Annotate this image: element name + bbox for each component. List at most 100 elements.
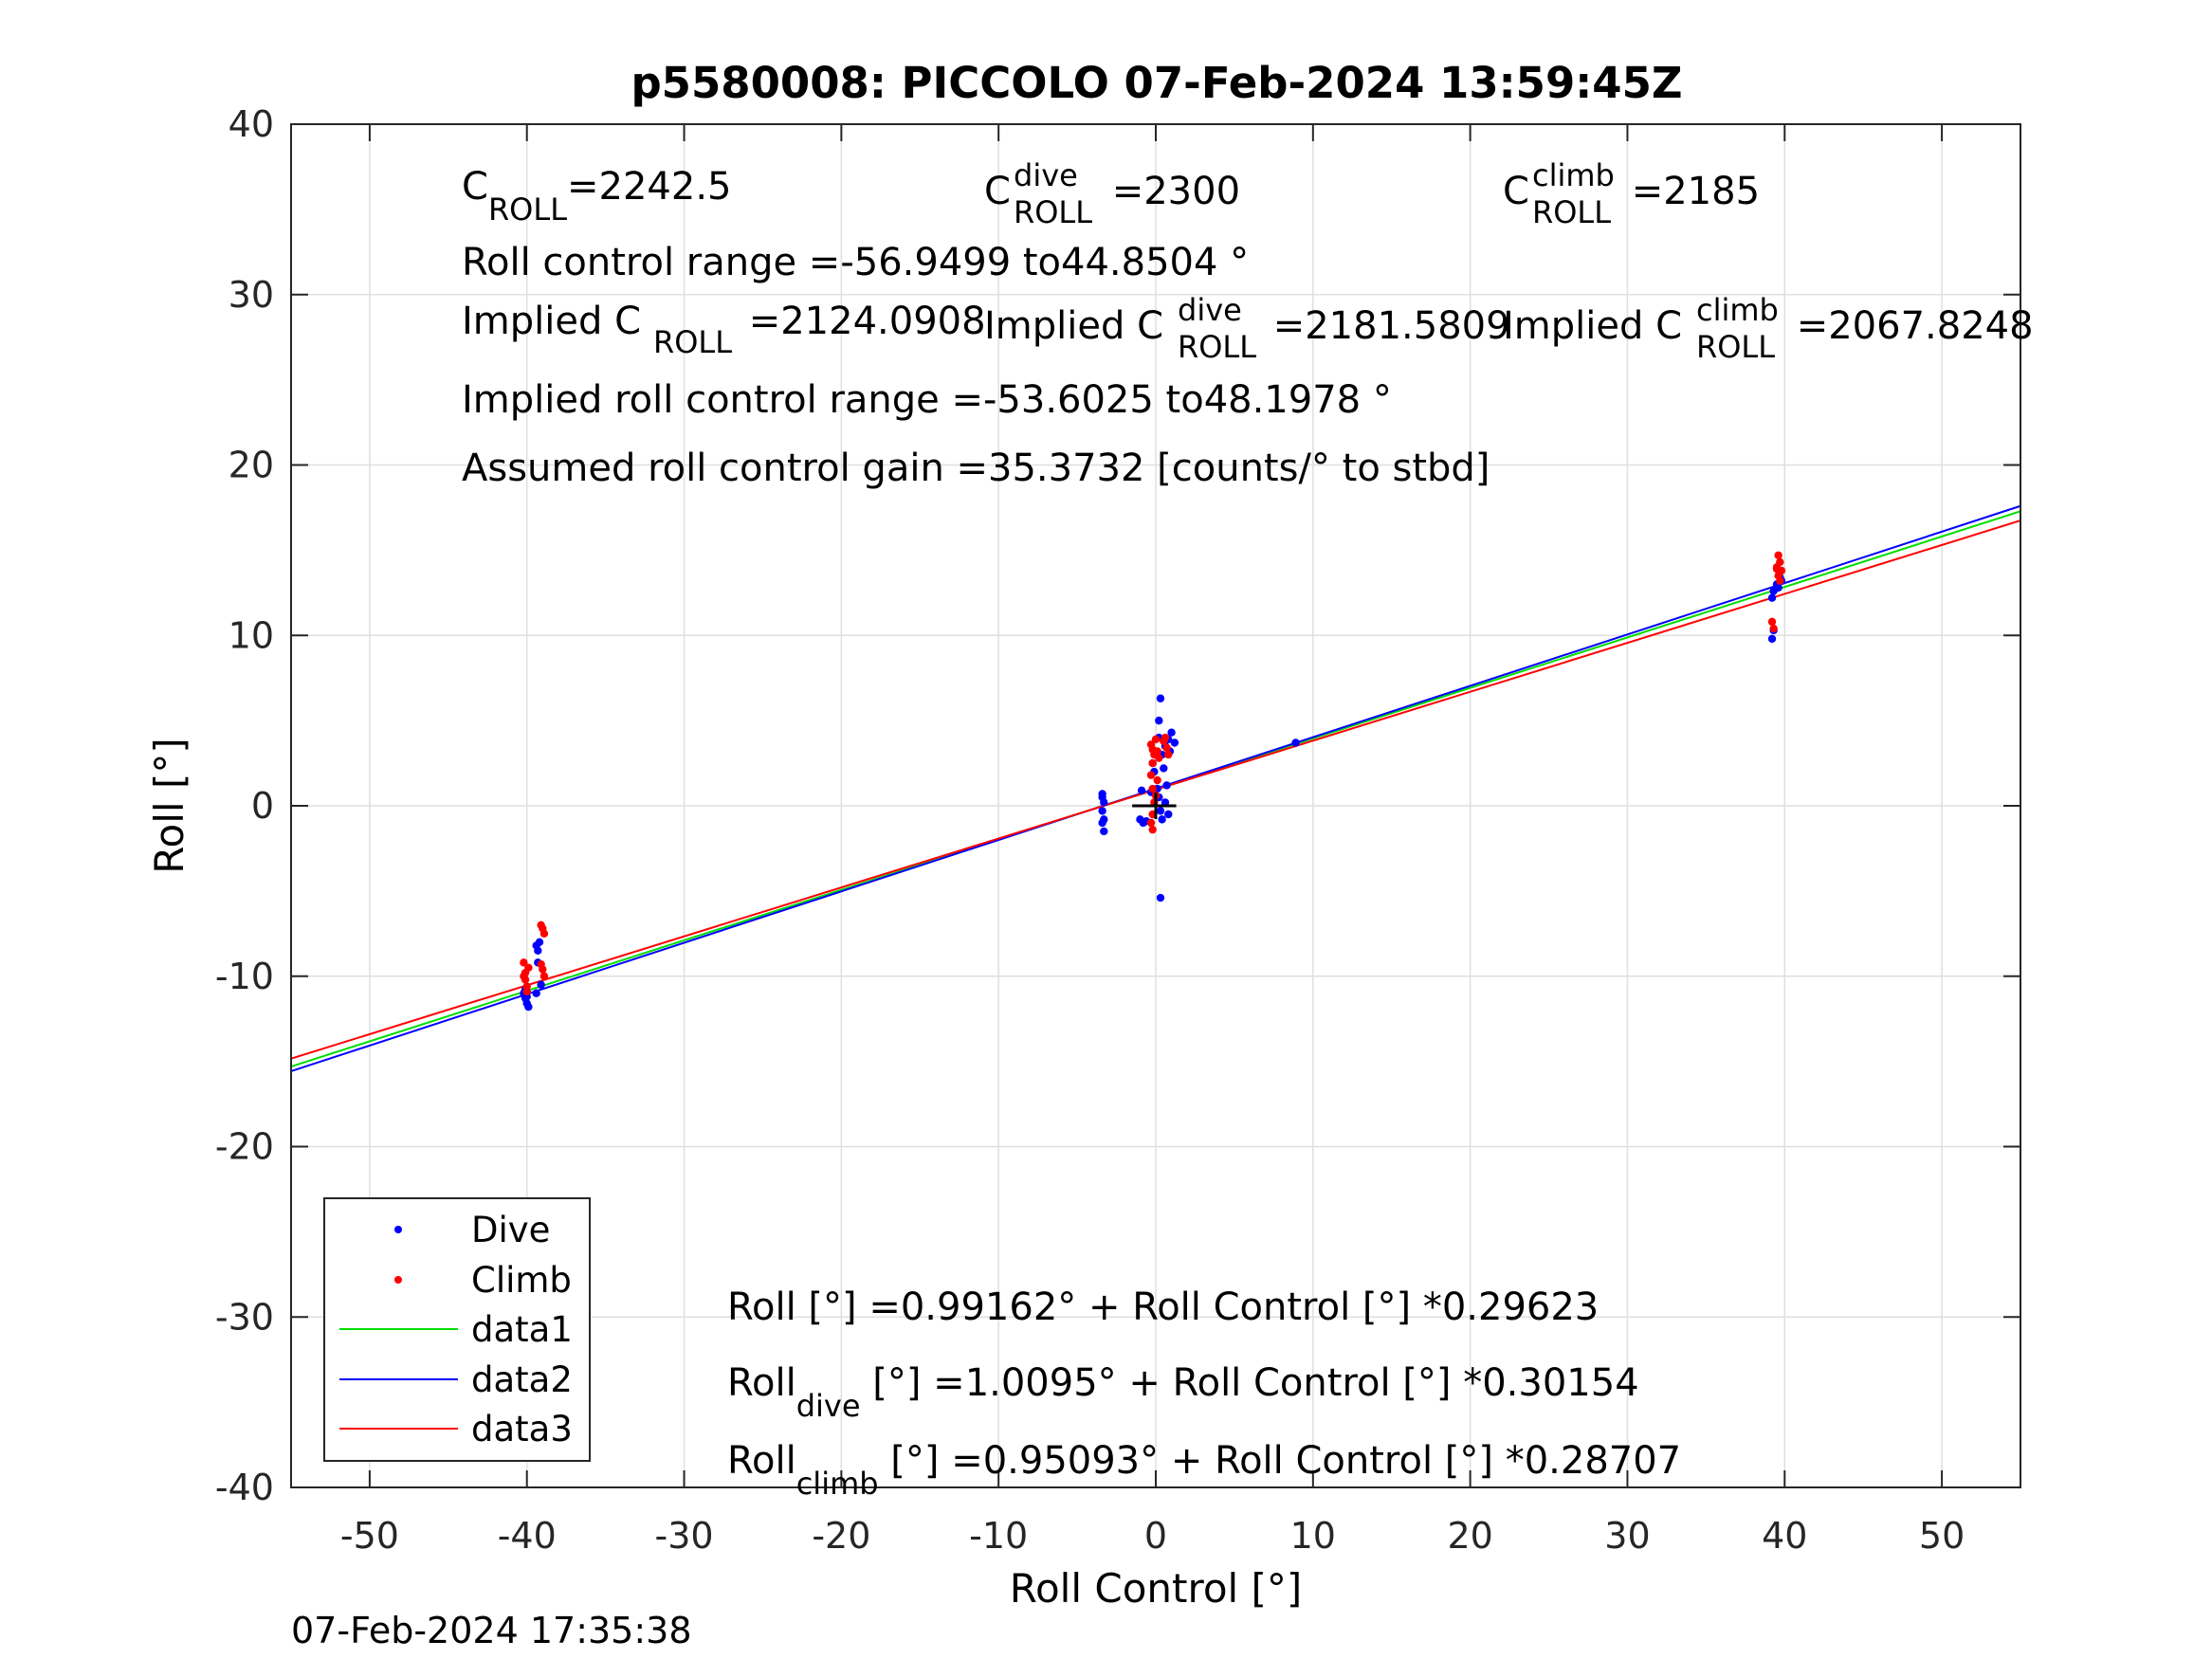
dive-point <box>1291 738 1300 747</box>
y-axis-label: Roll [°] <box>146 738 192 873</box>
dive-point <box>1156 807 1165 815</box>
y-tick-label: 40 <box>229 103 274 145</box>
legend-dive-marker <box>394 1226 402 1233</box>
dive-point <box>1155 716 1163 725</box>
fit-dive-equation: Rolldive [°] =1.0095° + Roll Control [°]… <box>727 1361 1639 1424</box>
tick-labels: -50 -40 -30 -20 -10 0 10 20 30 40 50 -40 -30 -20 -10 0 1… <box>215 103 1965 1557</box>
dive-point <box>1098 807 1106 815</box>
climb-point <box>1148 758 1157 768</box>
legend: Dive Climb data1 data2 data3 <box>323 1197 591 1462</box>
implied-c-roll-dive-prefix: Implied C <box>984 304 1163 348</box>
x-tick-label: -20 <box>812 1515 870 1557</box>
dive-point <box>1170 738 1179 747</box>
fit-all-equation: Roll [°] =0.99162° + Roll Control [°] *0… <box>727 1285 1599 1329</box>
implied-c-roll-climb-prefix: Implied C <box>1503 304 1682 348</box>
implied-c-roll-prefix: Implied C <box>462 300 641 343</box>
climb-point <box>1774 551 1782 559</box>
climb-point <box>1164 750 1173 759</box>
c-roll-dive-sup: dive <box>1014 157 1078 193</box>
roll-control-range-annotation: Roll control range =-56.9499 to44.8504 ° <box>462 241 1249 284</box>
footer-timestamp: 07-Feb-2024 17:35:38 <box>291 1610 692 1651</box>
y-tick-label: -20 <box>215 1126 274 1168</box>
dive-point <box>1767 593 1777 602</box>
legend-dive-label: Dive <box>471 1210 550 1250</box>
fit-climb-equation: Rollclimb [°] =0.95093° + Roll Control [… <box>727 1439 1681 1502</box>
climb-point <box>537 921 545 930</box>
climb-point <box>1148 825 1157 834</box>
legend-data1-label: data1 <box>471 1309 573 1350</box>
c-roll-dive-annotation: C <box>984 170 1011 213</box>
climb-point <box>1146 818 1156 828</box>
dive-point <box>1098 818 1106 828</box>
climb-point <box>539 972 549 980</box>
implied-c-roll-climb-sub: ROLL <box>1696 329 1775 365</box>
c-roll-annotation: CROLL=2242.5 <box>462 165 732 228</box>
climb-point <box>1155 754 1163 762</box>
implied-c-roll-sub: ROLL <box>653 324 732 360</box>
y-tick-label: -30 <box>215 1296 274 1338</box>
axis-ticks <box>291 123 2020 1488</box>
climb-point <box>1146 771 1156 779</box>
x-tick-label: 10 <box>1290 1515 1336 1557</box>
climb-point <box>1769 624 1778 633</box>
climb-point <box>539 929 549 939</box>
gain-annotation: Assumed roll control gain =35.3732 [coun… <box>462 447 1490 490</box>
climb-point <box>521 968 530 977</box>
dive-point <box>1162 781 1171 790</box>
dive-point <box>535 938 544 946</box>
x-tick-label: 0 <box>1144 1515 1167 1557</box>
c-roll-climb-annotation: C <box>1503 170 1529 213</box>
y-tick-label: 20 <box>229 445 274 486</box>
data-points <box>520 551 1786 1012</box>
implied-c-roll-value: =2124.0908 <box>737 300 986 343</box>
dive-point <box>1767 634 1777 644</box>
climb-point <box>1161 733 1170 742</box>
x-tick-label: 40 <box>1762 1515 1807 1557</box>
x-axis-label: Roll Control [°] <box>1010 1565 1303 1612</box>
climb-point <box>1767 617 1777 627</box>
dive-point <box>1100 798 1108 807</box>
dive-point <box>1164 810 1173 819</box>
dive-point <box>1100 827 1108 836</box>
climb-point <box>1153 747 1161 756</box>
implied-c-roll-dive-sup: dive <box>1178 292 1242 328</box>
implied-c-roll-climb-sup: climb <box>1696 292 1779 328</box>
legend-climb-label: Climb <box>471 1260 572 1301</box>
climb-point <box>1776 576 1784 585</box>
x-tick-label: 30 <box>1604 1515 1650 1557</box>
origin-marker <box>1132 793 1177 819</box>
implied-c-roll-climb-value: =2067.8248 <box>1784 304 2034 348</box>
legend-climb-marker <box>394 1276 402 1284</box>
dive-point <box>1098 790 1106 798</box>
dive-point <box>524 1002 533 1012</box>
chart-title: p5580008: PICCOLO 07-Feb-2024 13:59:45Z <box>631 58 1682 108</box>
dive-point <box>1167 728 1176 737</box>
climb-point <box>520 958 528 967</box>
y-tick-label: 0 <box>251 785 274 827</box>
implied-range-annotation: Implied roll control range =-53.6025 to4… <box>462 378 1392 422</box>
y-tick-label: 10 <box>229 614 274 656</box>
implied-c-roll-dive-sub: ROLL <box>1178 329 1256 365</box>
x-tick-label: 20 <box>1447 1515 1492 1557</box>
c-roll-climb-sub: ROLL <box>1532 194 1611 230</box>
dive-point <box>1158 815 1166 824</box>
x-tick-label: -40 <box>498 1515 557 1557</box>
c-roll-dive-sub: ROLL <box>1014 194 1092 230</box>
climb-point <box>1151 735 1161 744</box>
climb-point <box>1772 564 1782 574</box>
x-tick-label: 50 <box>1919 1515 1965 1557</box>
legend-data2-label: data2 <box>471 1359 573 1400</box>
climb-point <box>1162 743 1171 753</box>
x-tick-label: -30 <box>655 1515 714 1557</box>
x-tick-label: -10 <box>969 1515 1028 1557</box>
dive-point <box>532 989 540 997</box>
dive-point <box>1137 786 1146 795</box>
c-roll-climb-sup: climb <box>1532 157 1615 193</box>
dive-point <box>537 980 545 989</box>
y-tick-label: -40 <box>215 1467 274 1508</box>
legend-data3-label: data3 <box>471 1409 573 1449</box>
climb-point <box>522 987 531 996</box>
dive-point <box>1156 694 1165 702</box>
dive-point <box>1156 893 1165 902</box>
